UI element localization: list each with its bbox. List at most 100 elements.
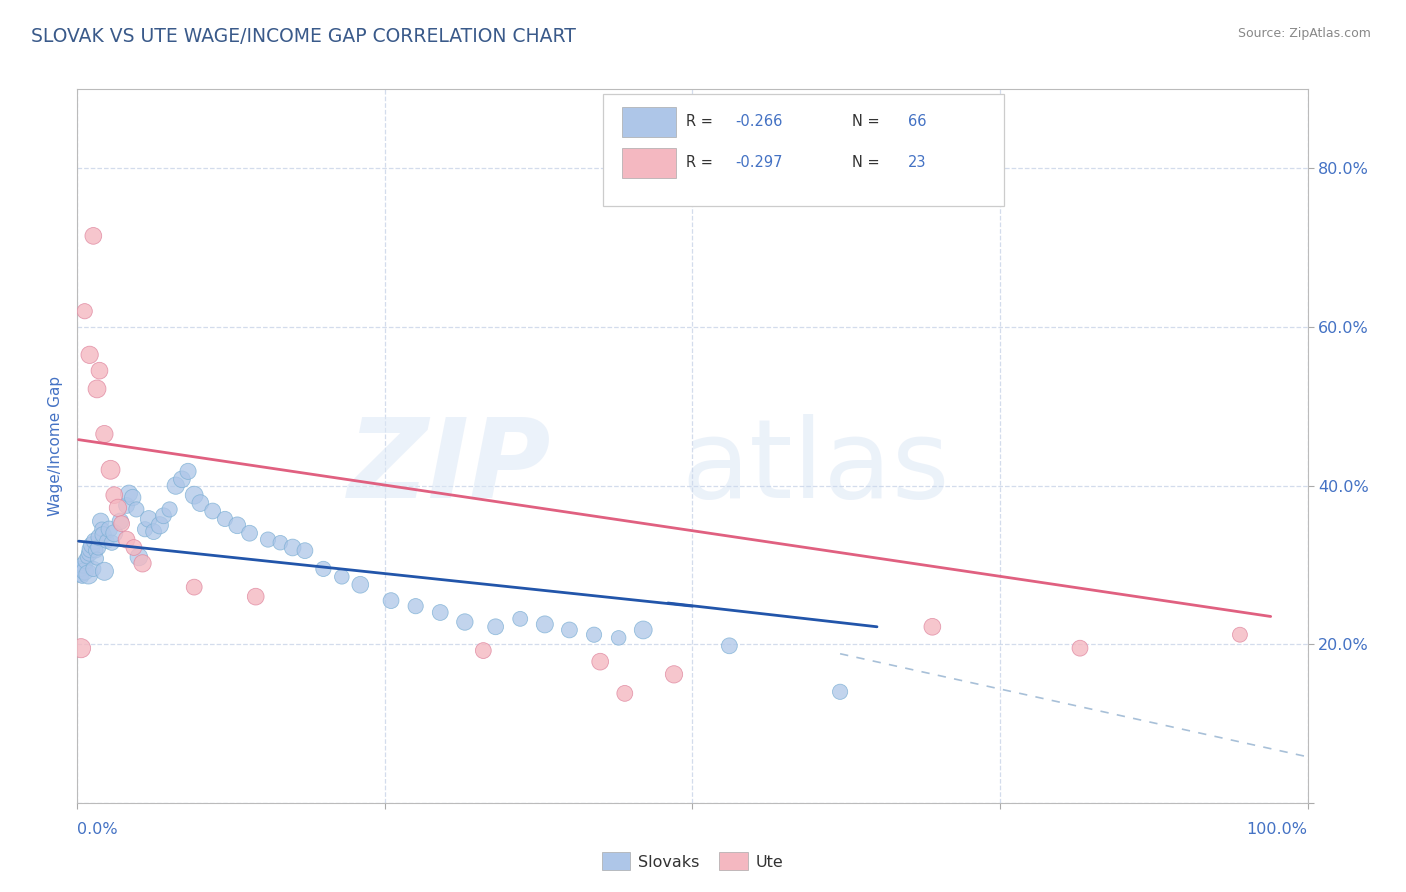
Point (152, 508, 174, 523)
Point (84, 543, 107, 558)
Point (96, 534, 118, 549)
Point (613, 686, 636, 700)
Point (142, 524, 165, 539)
Point (90, 522, 114, 536)
Point (312, 562, 335, 576)
Point (79, 348, 101, 362)
Point (122, 541, 145, 555)
Point (80, 542, 103, 557)
Point (83, 534, 105, 549)
Text: N =: N = (852, 155, 880, 170)
Point (103, 488, 125, 502)
Y-axis label: Wage/Income Gap: Wage/Income Gap (48, 376, 63, 516)
Text: R =: R = (686, 114, 713, 128)
Point (98, 522, 121, 536)
Point (118, 486, 141, 500)
Point (77, 567, 100, 582)
Point (830, 685, 852, 699)
Point (330, 570, 353, 584)
Text: SLOVAK VS UTE WAGE/INCOME GAP CORRELATION CHART: SLOVAK VS UTE WAGE/INCOME GAP CORRELATIO… (31, 27, 576, 45)
Point (70, 641, 93, 656)
Point (149, 518, 172, 533)
Text: -0.266: -0.266 (735, 114, 783, 128)
Point (177, 464, 200, 478)
Point (93, 427, 115, 442)
Point (115, 533, 138, 547)
Point (1069, 641, 1091, 656)
Point (93, 564, 115, 578)
Point (115, 499, 138, 513)
Point (89, 530, 111, 544)
Point (159, 502, 181, 516)
Point (111, 516, 132, 531)
Point (472, 643, 495, 657)
Point (509, 612, 531, 626)
Point (82, 228, 104, 243)
Point (91, 528, 114, 542)
Point (138, 512, 160, 526)
Point (100, 463, 122, 477)
Point (454, 615, 477, 629)
Point (125, 502, 148, 516)
Point (201, 504, 224, 518)
Point (183, 488, 205, 502)
Point (170, 472, 193, 486)
Point (76, 549, 98, 564)
Point (70, 570, 93, 584)
Point (245, 590, 267, 604)
Point (69, 566, 91, 580)
Point (662, 667, 685, 681)
Point (121, 491, 143, 505)
FancyBboxPatch shape (623, 107, 676, 137)
Point (183, 580, 205, 594)
Point (79, 546, 101, 560)
Point (131, 557, 153, 571)
Point (583, 628, 606, 642)
Point (110, 514, 132, 528)
Text: 66: 66 (908, 114, 927, 128)
Point (921, 620, 943, 634)
Text: -0.297: -0.297 (735, 155, 783, 170)
Text: 0.0%: 0.0% (77, 822, 118, 837)
Point (70, 562, 93, 576)
Point (165, 478, 187, 492)
Point (103, 526, 125, 541)
Point (1229, 628, 1251, 642)
Text: 100.0%: 100.0% (1247, 822, 1308, 837)
Text: R =: R = (686, 155, 713, 170)
Point (107, 500, 129, 515)
Point (188, 496, 212, 510)
Point (607, 631, 630, 645)
Point (89, 364, 111, 378)
Point (429, 606, 451, 620)
Point (72, 558, 94, 572)
Point (534, 617, 557, 632)
Point (589, 655, 612, 669)
Point (128, 549, 150, 564)
Point (257, 533, 280, 547)
Text: ZIP: ZIP (347, 414, 551, 521)
FancyBboxPatch shape (603, 95, 1004, 205)
Point (73, 304, 96, 318)
Point (75, 554, 97, 568)
Point (718, 639, 741, 653)
Legend: Slovaks, Ute: Slovaks, Ute (595, 846, 790, 877)
Point (87, 541, 110, 555)
Point (90, 514, 112, 528)
Text: N =: N = (852, 114, 880, 128)
FancyBboxPatch shape (623, 148, 676, 178)
Point (558, 623, 581, 637)
Text: Source: ZipAtlas.com: Source: ZipAtlas.com (1237, 27, 1371, 40)
Text: 23: 23 (908, 155, 927, 170)
Point (294, 543, 316, 558)
Point (380, 593, 402, 607)
Point (485, 620, 508, 634)
Point (281, 541, 304, 555)
Point (633, 623, 655, 637)
Point (239, 526, 262, 541)
Point (269, 535, 291, 549)
Point (405, 599, 427, 614)
Point (349, 578, 371, 592)
Point (134, 522, 156, 536)
Point (214, 512, 236, 526)
